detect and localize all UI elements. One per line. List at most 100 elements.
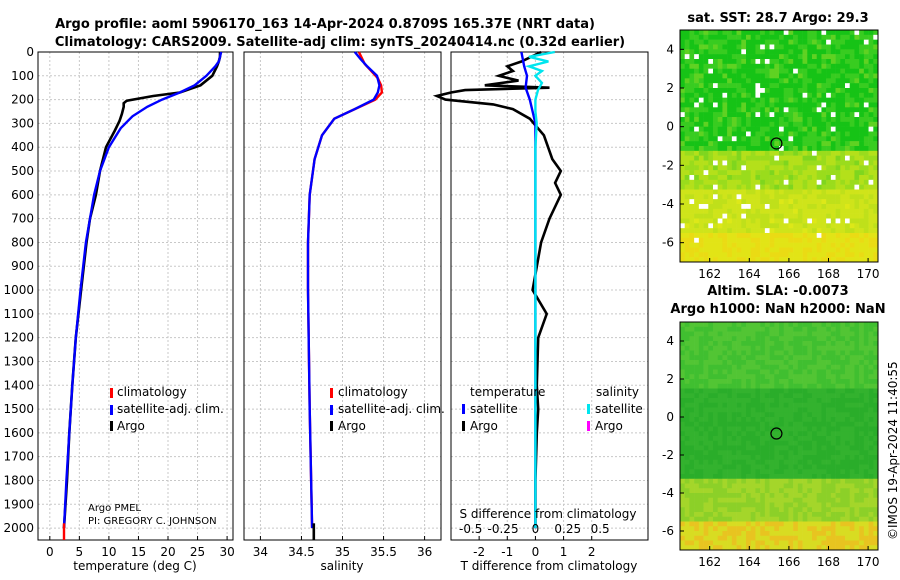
map-cell	[746, 73, 752, 79]
map-cell	[845, 184, 851, 190]
map-cell	[746, 68, 752, 74]
map-cell	[722, 204, 728, 210]
map-cell	[873, 393, 879, 399]
map-cell	[788, 421, 794, 427]
legend-text-argo: Argo	[117, 419, 145, 433]
map-cell	[750, 478, 756, 484]
map-cell	[698, 49, 704, 55]
map-cell	[713, 493, 719, 499]
map-cell	[703, 194, 709, 200]
map-cell	[863, 242, 869, 248]
map-cell	[741, 531, 747, 537]
map-cell	[708, 78, 714, 84]
salinity-legend: climatology satellite-adj. clim. Argo	[330, 385, 445, 433]
map-cell	[849, 331, 855, 337]
map-cell	[868, 421, 874, 427]
map-cell	[731, 360, 737, 366]
map-cell	[774, 83, 780, 89]
map-cell	[760, 73, 766, 79]
map-cell	[793, 63, 799, 69]
map-cell	[854, 218, 860, 224]
map-cell	[689, 194, 695, 200]
map-cell	[793, 141, 799, 147]
map-cell	[731, 459, 737, 465]
map-cell	[774, 398, 780, 404]
map-cell	[845, 516, 851, 522]
map-cell	[727, 531, 733, 537]
map-cell	[783, 59, 789, 65]
map-cell	[859, 431, 865, 437]
map-cell	[821, 407, 827, 413]
map-cell	[845, 78, 851, 84]
map-cell	[684, 540, 690, 546]
map-cell	[859, 526, 865, 532]
map-cell	[830, 345, 836, 351]
map-cell	[854, 146, 860, 152]
map-cell	[689, 431, 695, 437]
map-cell	[708, 483, 714, 489]
map-cell	[812, 242, 818, 248]
map-cell	[830, 507, 836, 513]
map-cell	[727, 68, 733, 74]
map-cell	[840, 175, 846, 181]
map-cell	[812, 175, 818, 181]
map-cell	[755, 155, 761, 161]
map-cell	[812, 393, 818, 399]
map-cell	[859, 355, 865, 361]
map-cell	[783, 516, 789, 522]
map-cell	[703, 59, 709, 65]
map-cell	[845, 493, 851, 499]
map-cell	[769, 49, 775, 55]
map-cell	[736, 469, 742, 475]
map-cell	[783, 228, 789, 234]
map-cell	[689, 393, 695, 399]
map-cell	[708, 121, 714, 127]
map-cell	[797, 383, 803, 389]
map-cell	[727, 355, 733, 361]
map-cell	[755, 445, 761, 451]
map-cell	[694, 421, 700, 427]
map-cell	[731, 407, 737, 413]
map-cell	[868, 107, 874, 113]
map-cell	[826, 237, 832, 243]
sla-map-title-line1: Altim. SLA: -0.0073	[707, 284, 848, 299]
map-cell	[797, 233, 803, 239]
y-tick-label: 400	[11, 140, 34, 154]
map-cell	[802, 141, 808, 147]
map-cell	[741, 545, 747, 551]
map-cell	[812, 78, 818, 84]
map-cell	[698, 170, 704, 176]
map-cell	[835, 63, 841, 69]
map-cell	[779, 242, 785, 248]
map-cell	[684, 322, 690, 328]
argo-position-marker	[770, 427, 783, 440]
map-cell	[797, 402, 803, 408]
map-cell	[835, 393, 841, 399]
map-cell	[698, 141, 704, 147]
map-cell	[708, 360, 714, 366]
map-cell	[698, 545, 704, 551]
map-cell	[783, 252, 789, 258]
map-cell	[680, 78, 686, 84]
map-cell	[750, 49, 756, 55]
map-cell	[769, 455, 775, 461]
map-cell	[816, 331, 822, 337]
map-cell	[783, 398, 789, 404]
map-cell	[694, 355, 700, 361]
map-cell	[750, 398, 756, 404]
map-cell	[689, 483, 695, 489]
map-cell	[854, 507, 860, 513]
map-cell	[873, 464, 879, 470]
map-cell	[788, 369, 794, 375]
map-cell	[746, 213, 752, 219]
map-cell	[859, 469, 865, 475]
map-cell	[812, 398, 818, 404]
map-cell	[680, 228, 686, 234]
map-cell	[769, 526, 775, 532]
map-cell	[816, 92, 822, 98]
map-cell	[840, 388, 846, 394]
map-cell	[788, 78, 794, 84]
map-cell	[755, 112, 761, 118]
map-cell	[868, 478, 874, 484]
map-cell	[703, 73, 709, 79]
